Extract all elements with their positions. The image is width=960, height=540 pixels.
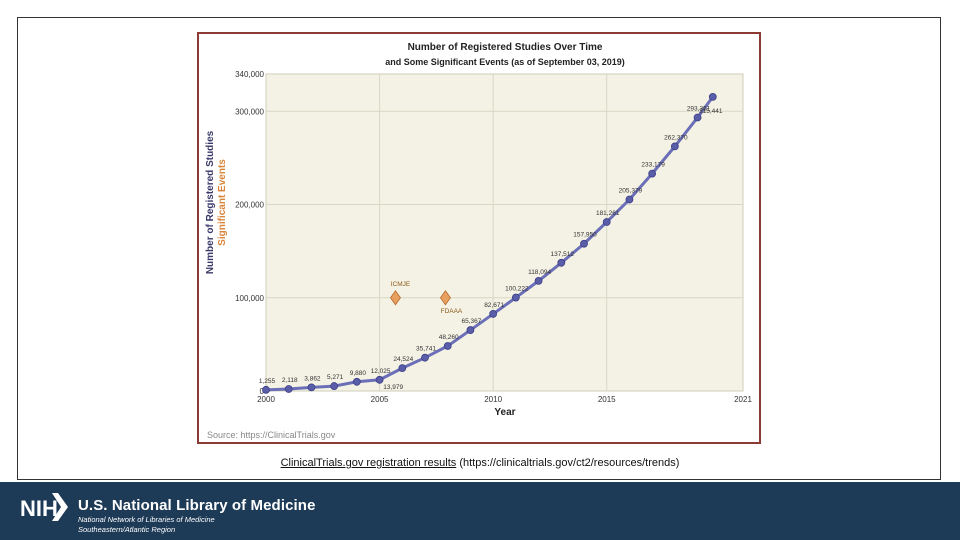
footer-title: U.S. National Library of Medicine [78, 497, 316, 514]
y-axis-label: Number of Registered Studies [205, 130, 216, 274]
data-label: 82,671 [484, 302, 504, 309]
plot-area [265, 73, 744, 392]
y-tick-label: 0 [260, 387, 265, 396]
footer-subtitle-line2: Southeastern/Atlantic Region [78, 525, 176, 534]
registered-studies-chart: Number of Registered Studies Over Time an… [205, 42, 752, 440]
data-label: 205,379 [619, 188, 643, 195]
data-label: 157,950 [573, 232, 597, 239]
data-label: 48,260 [439, 334, 459, 341]
x-axis-label: Year [494, 407, 515, 418]
data-point-last [708, 92, 717, 101]
data-label-extra: 13,979 [383, 384, 403, 391]
data-point [262, 385, 270, 394]
data-point [398, 364, 407, 373]
data-point [511, 293, 520, 302]
nih-logo-text: NIH [20, 496, 58, 521]
data-label: 181,261 [596, 210, 620, 217]
x-tick-label: 2000 [257, 395, 275, 404]
data-point [648, 169, 657, 178]
y-tick-label: 100,000 [235, 294, 264, 303]
data-label: 118,094 [528, 269, 551, 276]
data-point [625, 195, 634, 204]
y-axis-label-events: Significant Events [217, 159, 228, 246]
data-label: 233,179 [641, 162, 665, 169]
data-label: 293,351 [687, 105, 711, 112]
y-tick-label: 200,000 [235, 201, 264, 210]
chart-source: Source: https://ClinicalTrials.gov [207, 430, 336, 440]
data-point [352, 377, 361, 386]
data-label: 35,741 [416, 346, 436, 353]
nih-logo: NIH [20, 493, 68, 521]
x-tick-label: 2005 [371, 395, 389, 404]
data-label: 137,512 [551, 251, 575, 258]
data-point [670, 142, 679, 151]
data-point [693, 113, 702, 122]
data-point [421, 353, 429, 362]
event-label: ICMJE [391, 281, 411, 288]
caption: ClinicalTrials.gov registration results … [0, 457, 960, 469]
data-label: 9,880 [350, 370, 367, 377]
x-tick-label: 2015 [598, 395, 616, 404]
data-label-last: 315,441 [699, 108, 723, 115]
footer-subtitle-line1: National Network of Libraries of Medicin… [78, 515, 215, 524]
data-label: 3,862 [304, 375, 321, 382]
event-label: FDAAA [441, 308, 463, 315]
data-point [602, 218, 611, 226]
chart-frame: Number of Registered Studies Over Time an… [197, 32, 761, 444]
data-point [307, 383, 316, 392]
data-label: 5,271 [327, 374, 344, 381]
data-point [580, 239, 588, 248]
clinicaltrials-results-link[interactable]: ClinicalTrials.gov registration results [280, 457, 457, 469]
chart-subtitle: and Some Significant Events (as of Septe… [385, 57, 625, 67]
x-tick-label: 2021 [734, 395, 752, 404]
data-point [489, 310, 498, 318]
y-tick-label: 300,000 [235, 107, 264, 116]
data-point [534, 276, 543, 285]
data-label: 2,118 [282, 377, 298, 384]
event-marker [439, 290, 451, 306]
data-point [330, 382, 339, 390]
event-marker [389, 290, 401, 306]
data-point [443, 342, 452, 350]
data-point [557, 258, 566, 267]
data-label: 1,255 [259, 378, 276, 385]
data-label: 262,370 [664, 134, 688, 141]
chart-title: Number of Registered Studies Over Time [408, 42, 603, 53]
footer-bar [0, 482, 960, 540]
caption-url: (https://clinicaltrials.gov/ct2/resource… [459, 457, 680, 469]
data-point [284, 385, 293, 393]
y-tick-label: 340,000 [235, 70, 264, 79]
nih-logo-chevron [52, 493, 68, 521]
data-label: 65,367 [461, 318, 481, 325]
data-label: 12,025 [371, 368, 391, 375]
data-point [466, 326, 475, 334]
x-tick-label: 2010 [484, 395, 502, 404]
data-label: 24,524 [393, 356, 413, 363]
data-label: 100,222 [505, 286, 529, 293]
data-point [375, 375, 384, 384]
